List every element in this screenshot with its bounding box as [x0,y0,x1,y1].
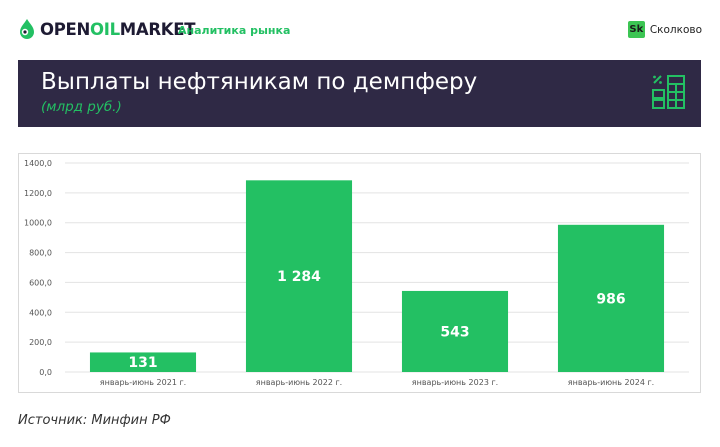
bar [401,290,509,372]
bar-value-label: 986 [596,291,625,307]
bar-value-label: 543 [440,324,469,340]
x-tick-label: январь-июнь 2024 г. [568,378,654,387]
y-tick-label: 1400,0 [24,159,52,168]
bar [89,352,197,372]
y-tick-label: 800,0 [29,249,52,258]
y-tick-label: 200,0 [29,338,52,347]
x-tick-label: январь-июнь 2021 г. [100,378,186,387]
skolkovo-name: Сколково [649,23,702,36]
top-bar: OPENOILMARKET Аналитика рынка Sk Сколков… [0,0,720,58]
bar-chart: 0,0 200,0 400,0 600,0 800,0 1000,0 1200,0 1400,… [24,159,689,387]
chart-frame: 0,0 200,0 400,0 600,0 800,0 1000,0 1200,0 1400,… [18,153,701,393]
page-title: Выплаты нефтяникам по демпферу [41,69,478,95]
y-tick-label: 1200,0 [24,189,52,198]
x-tick-label: январь-июнь 2023 г. [412,378,498,387]
logo-text: OPENOILMARKET [40,19,196,39]
openoilmarket-logo[interactable]: OPENOILMARKET [18,18,196,40]
title-banner: Выплаты нефтяникам по демпферу (млрд руб… [18,60,701,127]
y-tick-label: 600,0 [29,278,52,287]
tagline: Аналитика рынка [178,24,291,37]
bar-value-label: 131 [128,355,157,371]
y-tick-label: 0,0 [39,368,52,377]
bar-value-label: 1 284 [277,269,321,285]
y-tick-label: 1000,0 [24,219,52,228]
x-tick-label: январь-июнь 2022 г. [256,378,342,387]
skolkovo-logo: Sk Сколково [627,21,702,38]
source-note: Источник: Минфин РФ [18,413,171,428]
bar [245,180,353,372]
logo-oil: OIL [90,19,120,39]
oil-drop-icon [20,19,34,39]
calculator-icon [652,75,685,109]
y-tick-label: 400,0 [29,308,52,317]
logo-open: OPEN [40,19,90,39]
sk-badge-icon: Sk [627,21,645,38]
page-subtitle: (млрд руб.) [41,99,122,115]
bar [557,224,665,372]
logo-market: MARKET [119,19,196,39]
